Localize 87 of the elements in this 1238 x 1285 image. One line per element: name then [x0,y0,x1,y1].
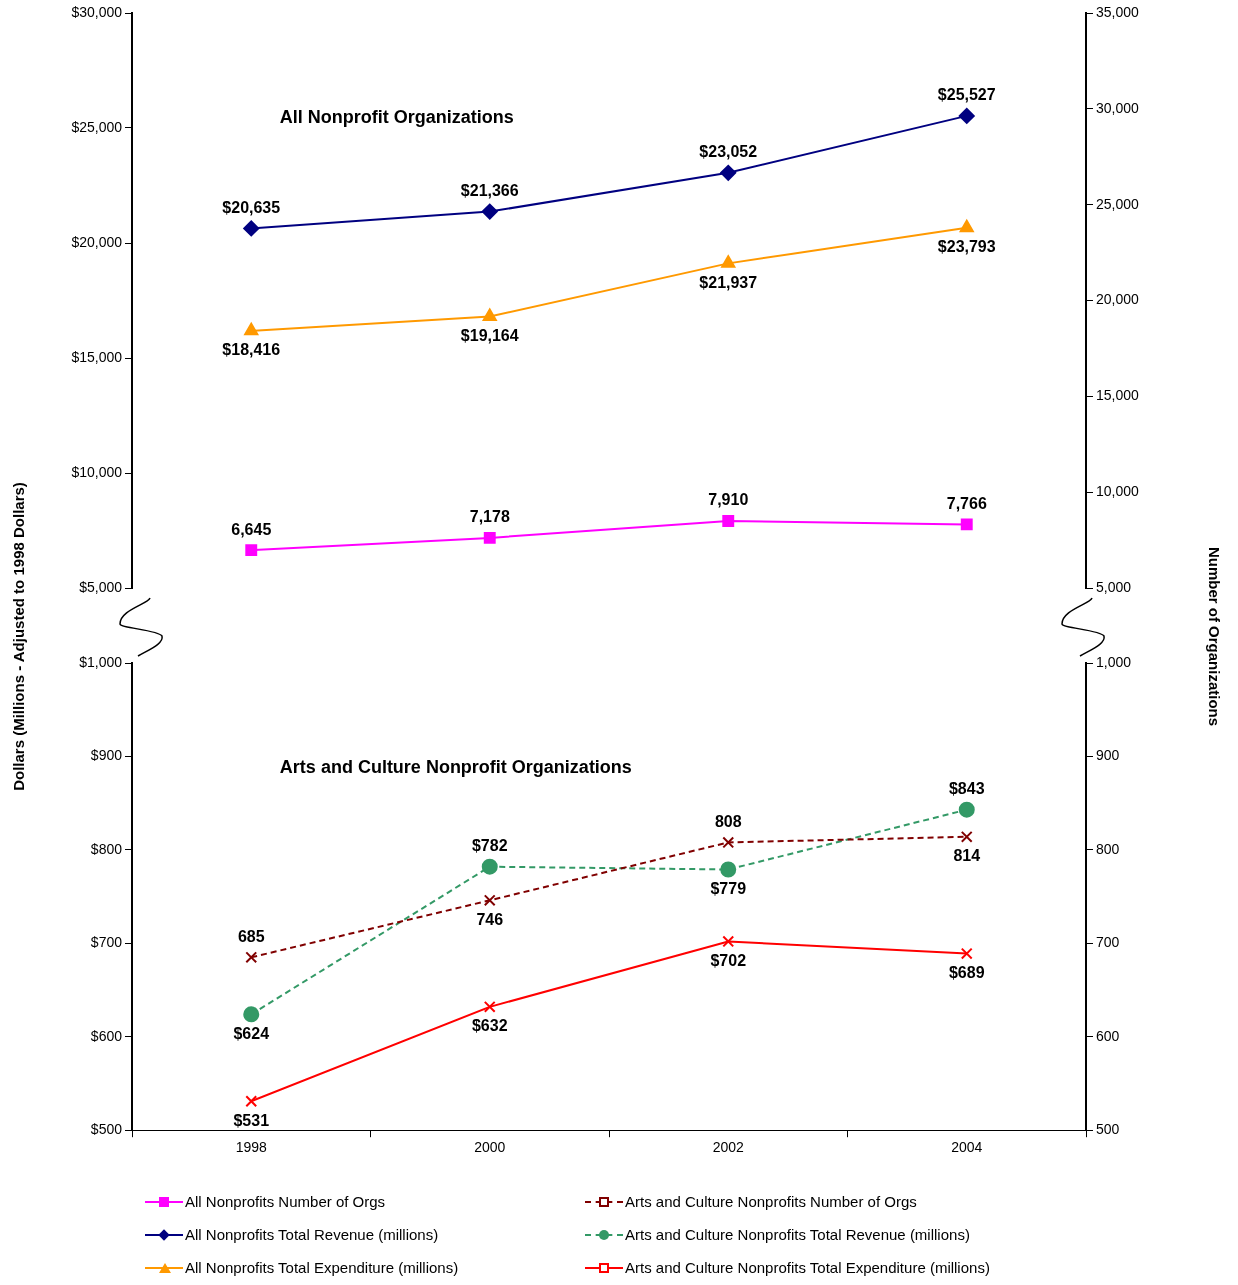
data-label: $21,366 [460,181,519,199]
data-label: 746 [476,910,504,928]
point [245,544,258,557]
data-label: 808 [714,812,742,830]
data-label: 6,645 [231,520,272,538]
point [959,219,974,233]
data-label: $782 [471,837,508,855]
annotation: Arts and Culture Nonprofit Organizations [279,756,632,777]
data-label: $18,416 [222,341,281,359]
y2-tick-label: 900 [1096,747,1120,764]
y-tick-label: $800 [90,840,123,857]
data-label: 7,910 [708,491,749,509]
data-label: $779 [710,879,747,897]
y-tick-label: $600 [90,1027,123,1044]
y2-tick-label: 30,000 [1096,99,1140,116]
point [722,836,735,849]
point [722,935,735,948]
y-axis-title: Dollars (Millions - Adjusted to 1998 Dollars) [9,482,27,791]
data-label: $531 [233,1111,270,1129]
legend-label: All Nonprofits Total Expenditure (millions) [185,1259,459,1276]
y-tick-label: $15,000 [71,348,123,365]
y2-tick-label: 500 [1096,1121,1120,1138]
y2-tick-label: 20,000 [1096,291,1140,308]
point [958,107,975,124]
data-label: 685 [237,927,265,945]
point [243,1006,260,1023]
data-label: 814 [953,847,981,865]
y2-tick-label: 15,000 [1096,387,1140,404]
data-label: $20,635 [222,198,281,216]
point [245,1095,258,1108]
point [720,861,737,878]
y-tick-label: $500 [90,1121,123,1138]
point [958,801,975,818]
data-label: $21,937 [699,273,758,291]
point [481,858,498,875]
data-label: $702 [710,951,747,969]
legend-label: Arts and Culture Nonprofits Total Expenditure (millions) [625,1259,990,1276]
data-label: $23,052 [699,143,758,161]
y-tick-label: $30,000 [71,3,123,20]
point [960,830,973,843]
point [720,164,737,181]
data-label: $25,527 [937,86,996,104]
x-tick-label: 1998 [235,1139,268,1156]
data-label: $843 [948,780,985,798]
y2-tick-label: 800 [1096,840,1120,857]
annotation: All Nonprofit Organizations [279,106,514,127]
point [483,1000,496,1013]
y-tick-label: $25,000 [71,118,123,135]
legend-label: All Nonprofits Total Revenue (millions) [185,1226,439,1243]
data-label: $689 [948,964,985,981]
y2-tick-label: 25,000 [1096,195,1140,212]
y2-tick-label: 5,000 [1096,578,1132,595]
data-label: $19,164 [460,326,519,344]
y2-tick-label: 700 [1096,934,1120,951]
y-tick-label: $700 [90,934,123,951]
legend-label: All Nonprofits Number of Orgs [185,1193,386,1210]
point [960,947,973,960]
data-label: 7,178 [469,508,510,526]
point [481,203,498,220]
point [243,220,260,237]
x-tick-label: 2004 [951,1139,983,1156]
data-label: $624 [233,1024,270,1042]
y-tick-label: $20,000 [71,233,123,250]
y2-axis-title: Number of Organizations [1205,546,1223,727]
legend-label: Arts and Culture Nonprofits Total Revenue (millions) [625,1226,970,1243]
point [722,515,735,528]
point [960,518,973,531]
y-tick-label: $1,000 [79,653,123,670]
data-label: $23,793 [937,238,996,256]
point [721,255,736,268]
x-tick-label: 2000 [474,1139,506,1156]
y-tick-label: $5,000 [79,578,123,595]
legend-label: Arts and Culture Nonprofits Number of Orgs [625,1193,917,1210]
y2-tick-label: 1,000 [1096,653,1132,670]
y-tick-label: $10,000 [71,463,123,480]
point [482,308,497,322]
point [245,951,258,964]
y2-tick-label: 600 [1096,1027,1120,1044]
data-label: $632 [471,1017,508,1035]
point [244,322,259,336]
y2-tick-label: 10,000 [1096,483,1140,500]
point [483,894,496,907]
data-label: 7,766 [946,494,987,512]
point [483,531,496,544]
x-tick-label: 2002 [712,1139,745,1156]
y2-tick-label: 35,000 [1096,3,1140,20]
y-tick-label: $900 [90,747,123,764]
